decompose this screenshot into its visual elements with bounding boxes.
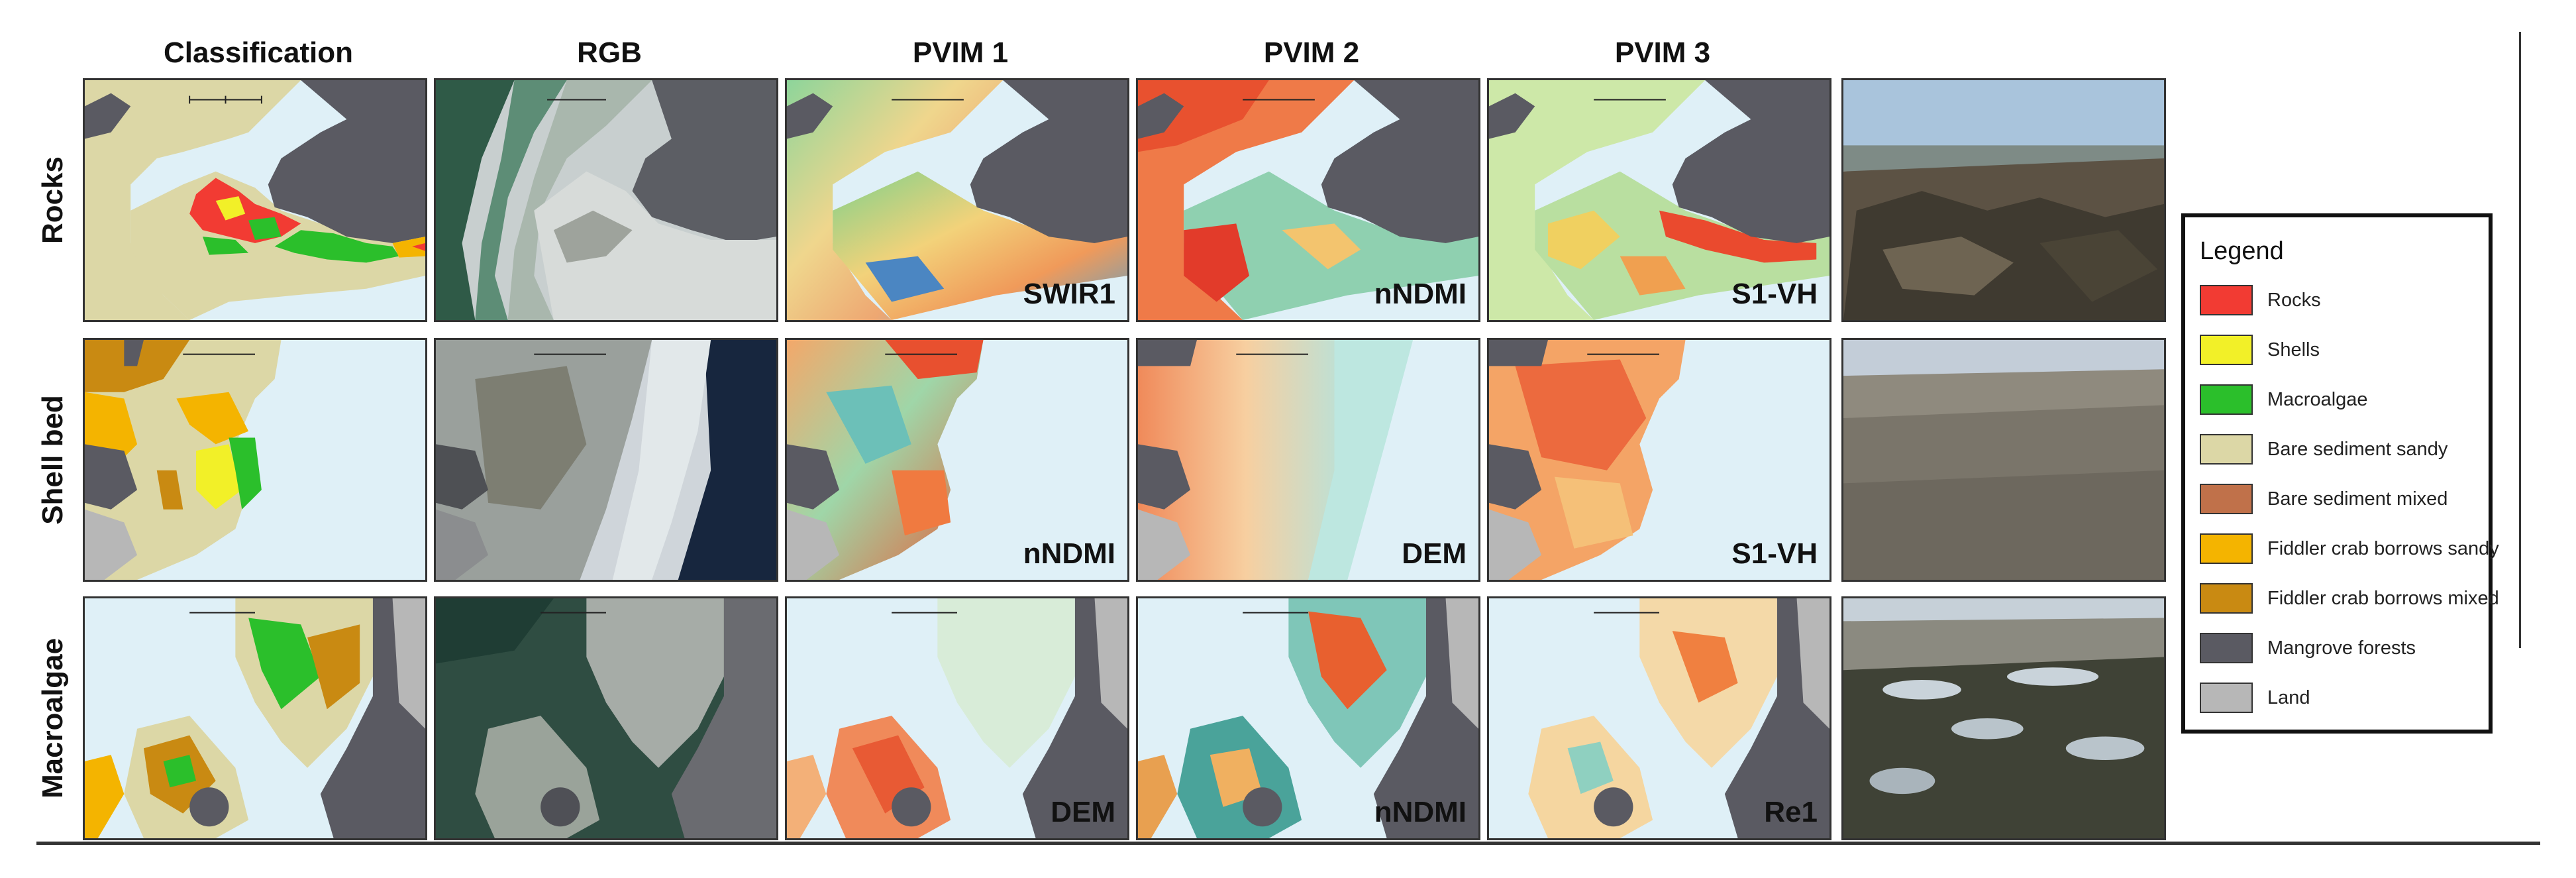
- shell-bed-rgb-image: [434, 338, 778, 582]
- column-header-pvim2: PVIM 2: [1263, 36, 1360, 69]
- legend-swatch-fiddler-crab-sandy: [2200, 533, 2253, 564]
- shell-bed-pvim1-label: nNDMI: [1023, 537, 1115, 570]
- legend-item-mangrove-forests: Mangrove forests: [2200, 631, 2416, 665]
- column-header-pvim3: PVIM 3: [1614, 36, 1711, 69]
- row-header-shell-bed: Shell bed: [36, 395, 69, 525]
- legend-swatch-shells: [2200, 335, 2253, 365]
- legend-item-bare-sediment-sandy: Bare sediment sandy: [2200, 433, 2447, 466]
- legend-item-fiddler-crab-sandy: Fiddler crab borrows sandy: [2200, 532, 2499, 565]
- legend-label: Shells: [2267, 339, 2320, 360]
- legend-swatch-macroalgae: [2200, 384, 2253, 415]
- rocks-pvim3-label: S1-VH: [1731, 278, 1818, 310]
- column-header-classification: Classification: [163, 36, 354, 69]
- legend-label: Bare sediment sandy: [2267, 438, 2448, 460]
- legend: Legend Rocks Shells Macroalgae Bare sedi…: [2181, 213, 2499, 734]
- macroalgae-pvim2-map: nNDMI: [1136, 596, 1480, 840]
- legend-swatch-fiddler-crab-mixed: [2200, 583, 2253, 614]
- rocks-pvim2-map: nNDMI: [1136, 78, 1480, 322]
- legend-label: Mangrove forests: [2267, 637, 2416, 659]
- legend-title: Legend: [2200, 237, 2284, 265]
- macroalgae-pvim2-label: nNDMI: [1374, 796, 1467, 828]
- bottom-rule: [36, 842, 2540, 845]
- rocks-pvim2-label: nNDMI: [1374, 278, 1467, 310]
- legend-label: Fiddler crab borrows mixed: [2267, 587, 2499, 609]
- rocks-classification-map: [83, 78, 427, 322]
- column-header-rgb: RGB: [577, 36, 642, 69]
- legend-swatch-bare-sediment-sandy: [2200, 434, 2253, 465]
- rocks-rgb-image: [434, 78, 778, 322]
- macroalgae-pvim1-label: DEM: [1051, 796, 1115, 828]
- macroalgae-rgb-image: [434, 596, 778, 840]
- shell-bed-pvim3-map: S1-VH: [1487, 338, 1831, 582]
- shell-bed-field-photo: [1841, 338, 2166, 582]
- column-header-pvim1: PVIM 1: [912, 36, 1009, 69]
- legend-item-macroalgae: Macroalgae: [2200, 383, 2368, 416]
- rocks-pvim1-label: SWIR1: [1023, 278, 1115, 310]
- macroalgae-pvim3-label: Re1: [1764, 796, 1818, 828]
- macroalgae-pvim1-map: DEM: [785, 596, 1129, 840]
- legend-item-rocks: Rocks: [2200, 284, 2321, 317]
- shell-bed-classification-map: [83, 338, 427, 582]
- legend-swatch-land: [2200, 683, 2253, 713]
- legend-item-bare-sediment-mixed: Bare sediment mixed: [2200, 482, 2447, 516]
- rocks-pvim3-map: S1-VH: [1487, 78, 1831, 322]
- legend-swatch-mangrove-forests: [2200, 633, 2253, 663]
- shell-bed-pvim2-map: DEM: [1136, 338, 1480, 582]
- legend-swatch-rocks: [2200, 285, 2253, 315]
- macroalgae-pvim3-map: Re1: [1487, 596, 1831, 840]
- legend-swatch-bare-sediment-mixed: [2200, 484, 2253, 514]
- macroalgae-classification-map: [83, 596, 427, 840]
- legend-label: Land: [2267, 686, 2310, 708]
- shell-bed-pvim1-map: nNDMI: [785, 338, 1129, 582]
- rocks-field-photo: [1841, 78, 2166, 322]
- legend-item-land: Land: [2200, 681, 2310, 714]
- shell-bed-pvim2-label: DEM: [1402, 537, 1467, 570]
- shell-bed-pvim3-label: S1-VH: [1731, 537, 1818, 570]
- row-header-macroalgae: Macroalgae: [36, 637, 70, 799]
- rocks-pvim1-map: SWIR1: [785, 78, 1129, 322]
- legend-label: Bare sediment mixed: [2267, 488, 2448, 510]
- legend-label: Macroalgae: [2267, 388, 2368, 410]
- right-divider: [2519, 32, 2521, 648]
- legend-item-shells: Shells: [2200, 333, 2320, 366]
- row-header-rocks: Rocks: [36, 156, 70, 245]
- legend-item-fiddler-crab-mixed: Fiddler crab borrows mixed: [2200, 582, 2499, 615]
- macroalgae-field-photo: [1841, 596, 2166, 840]
- legend-label: Fiddler crab borrows sandy: [2267, 537, 2499, 559]
- legend-label: Rocks: [2267, 289, 2321, 311]
